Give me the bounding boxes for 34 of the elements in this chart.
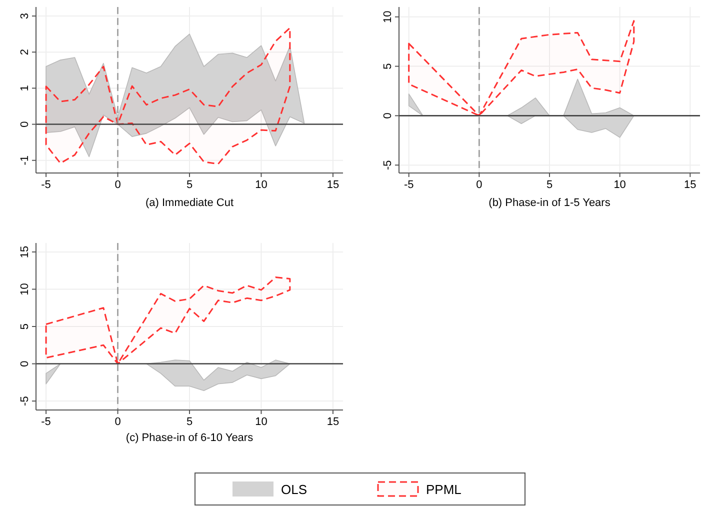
x-tick-label: 15 <box>684 179 696 191</box>
x-tick-label: 0 <box>476 179 482 191</box>
legend-label: PPML <box>426 482 462 497</box>
y-tick-label: 5 <box>382 63 394 70</box>
x-tick-label: -5 <box>41 416 51 428</box>
x-tick-label: -5 <box>404 179 414 191</box>
y-tick-label: 0 <box>382 112 394 119</box>
y-tick-label: -1 <box>19 155 31 166</box>
y-tick-label: 0 <box>19 360 31 367</box>
x-axis-title: (a) Immediate Cut <box>145 197 234 209</box>
y-tick-label: 2 <box>19 49 31 56</box>
y-tick-label: 10 <box>19 283 31 296</box>
x-tick-label: 0 <box>114 179 121 191</box>
y-tick-label: -5 <box>382 160 394 170</box>
legend-label: OLS <box>281 482 308 497</box>
y-tick-label: 0 <box>19 121 31 128</box>
y-tick-label: 10 <box>382 10 394 24</box>
x-tick-label: 5 <box>186 179 193 191</box>
x-tick-label: 10 <box>255 416 268 428</box>
y-tick-label: -5 <box>19 396 31 406</box>
x-tick-label: -5 <box>41 179 51 191</box>
x-tick-label: 15 <box>326 179 340 191</box>
x-tick-label: 0 <box>114 416 121 428</box>
x-tick-label: 15 <box>326 416 340 428</box>
x-tick-label: 5 <box>186 416 193 428</box>
y-tick-label: 15 <box>19 246 31 258</box>
x-tick-label: 5 <box>546 179 553 191</box>
y-tick-label: 5 <box>19 323 31 330</box>
x-axis-title: (c) Phase-in of 6-10 Years <box>126 432 254 444</box>
y-tick-label: 3 <box>19 12 31 20</box>
x-tick-label: 10 <box>255 179 268 191</box>
y-tick-label: 1 <box>19 85 31 92</box>
x-tick-label: 10 <box>614 179 626 191</box>
x-axis-title: (b) Phase-in of 1-5 Years <box>488 197 611 209</box>
